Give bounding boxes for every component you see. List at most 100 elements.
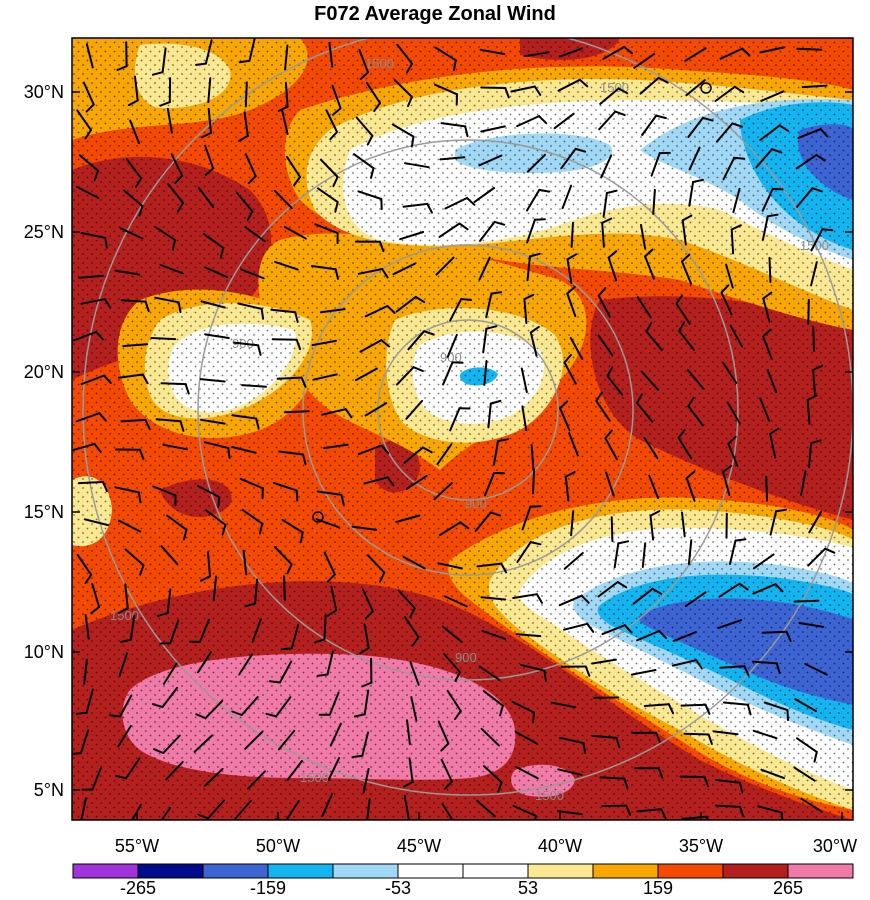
wind-barb-shaft — [329, 722, 342, 747]
colorbar-bin — [527, 863, 594, 879]
colorbar-bin — [137, 863, 204, 879]
wind-barb-shaft — [511, 700, 535, 714]
wind-barb-shaft — [599, 87, 620, 105]
wind-barb-shaft — [515, 633, 542, 638]
wind-barb-shaft — [687, 405, 704, 427]
wind-barb-shaft — [760, 768, 785, 780]
wind-barb-shaft — [207, 107, 212, 134]
wind-barb-flag — [90, 606, 101, 615]
wind-barb-shaft — [680, 703, 707, 707]
wind-barb-shaft — [167, 183, 184, 204]
wind-barb-flag — [586, 622, 595, 633]
latitude-labels: 30°N 25°N 20°N 15°N 10°N 5°N — [24, 82, 64, 800]
range-ring-outer — [82, 38, 853, 796]
wind-barb-shaft — [154, 296, 180, 304]
wind-barb-shaft — [207, 77, 212, 104]
wind-barb-shaft — [286, 155, 301, 178]
wind-barb-shaft — [274, 260, 299, 271]
wind-barb-shaft — [91, 583, 101, 608]
wind-barb-shaft — [796, 737, 818, 753]
wind-barb-flag — [614, 110, 626, 117]
wind-barb-shaft — [330, 585, 338, 612]
wind-barb-shaft — [683, 732, 710, 736]
wind-barb-shaft — [403, 794, 410, 820]
wind-barb-shaft — [325, 109, 338, 133]
wind-barb-flag — [217, 496, 221, 508]
wind-barb-shaft — [79, 729, 90, 755]
wind-barb-shaft — [80, 374, 106, 386]
wind-barb-shaft — [641, 114, 658, 136]
wind-barb-flag — [231, 710, 243, 716]
wind-barb-shaft — [563, 552, 584, 570]
wind-barb-shaft — [449, 298, 463, 322]
wind-barb-flag — [695, 659, 703, 670]
wind-barb-shaft — [78, 274, 104, 279]
wind-barb-shaft — [161, 686, 179, 708]
wind-barb-shaft — [530, 444, 535, 470]
wind-barb-shaft — [273, 482, 298, 492]
wind-barb-flag — [655, 731, 661, 743]
figure-title: F072 Average Zonal Wind — [314, 3, 556, 25]
wind-barb-shaft — [480, 125, 506, 133]
wind-barb-flag — [200, 575, 211, 582]
wind-barb-shaft — [129, 119, 140, 144]
wind-barb-shaft — [159, 263, 184, 275]
wind-barb-shaft — [681, 260, 693, 285]
wind-barb-flag — [257, 344, 262, 356]
wind-barb-flag — [258, 522, 264, 535]
wind-barb-flag — [359, 71, 369, 81]
wind-barb-shaft — [730, 228, 735, 255]
wind-barb-flag — [595, 391, 603, 402]
wind-barb-shaft — [510, 85, 536, 93]
wind-barb-flag — [426, 202, 433, 214]
wind-barb-shaft — [328, 41, 334, 68]
wind-barb-shaft — [481, 629, 507, 640]
wind-barb-shaft — [797, 128, 822, 139]
wind-barb-flag — [500, 562, 508, 574]
wind-barb-flag — [373, 102, 381, 113]
wind-barb-flag — [806, 394, 818, 401]
wind-barb-shaft — [166, 107, 173, 134]
wind-barb-shaft — [162, 734, 181, 754]
wind-barb-shaft — [396, 43, 414, 65]
lon-label: 55°W — [115, 836, 159, 856]
wind-barb-shaft — [169, 619, 180, 645]
wind-barb-shaft — [641, 542, 647, 568]
wind-barb-flag — [238, 135, 249, 142]
lat-label: 15°N — [24, 502, 64, 522]
wind-barb-shaft — [675, 302, 691, 325]
wind-barb-flag — [344, 408, 353, 419]
wind-barb-shaft — [446, 689, 462, 712]
wind-barb-shaft — [479, 48, 506, 55]
wind-barb-flag — [153, 748, 165, 754]
wind-barb-shaft — [244, 153, 257, 178]
wind-barb-shaft — [125, 158, 143, 180]
wind-barb-flag — [731, 122, 743, 128]
wind-barb-shaft — [685, 477, 696, 502]
wind-barb-flag — [617, 540, 630, 545]
wind-barb-shaft — [723, 701, 749, 706]
wind-barb-flag — [785, 630, 792, 642]
wind-barb-flag — [370, 167, 375, 179]
lat-label: 25°N — [24, 222, 64, 242]
wind-barb-shaft — [681, 815, 708, 820]
wind-barb-shaft — [407, 330, 426, 351]
ring-label: 1500 — [110, 608, 139, 623]
wind-barb-flag — [655, 114, 667, 120]
wind-barb-shaft — [408, 757, 414, 783]
wind-barb-flag — [677, 429, 686, 439]
wind-barb-shaft — [444, 595, 468, 608]
wind-barb-shaft — [512, 805, 537, 817]
wind-barb-shaft — [244, 226, 266, 243]
wind-barb-shaft — [632, 587, 654, 605]
wind-barb-shaft — [808, 442, 813, 469]
wind-barb-flag — [452, 59, 457, 72]
wind-barb-flag — [535, 593, 543, 604]
wind-barb-shaft — [719, 665, 746, 669]
wind-barb-flag — [412, 366, 424, 372]
wind-barb-flag — [183, 528, 188, 541]
wind-barb-flag — [221, 523, 227, 536]
longitude-labels: 55°W 50°W 45°W 40°W 35°W 30°W — [115, 836, 857, 856]
wind-barb-flag — [775, 508, 787, 513]
wind-barb-flag — [812, 364, 824, 371]
